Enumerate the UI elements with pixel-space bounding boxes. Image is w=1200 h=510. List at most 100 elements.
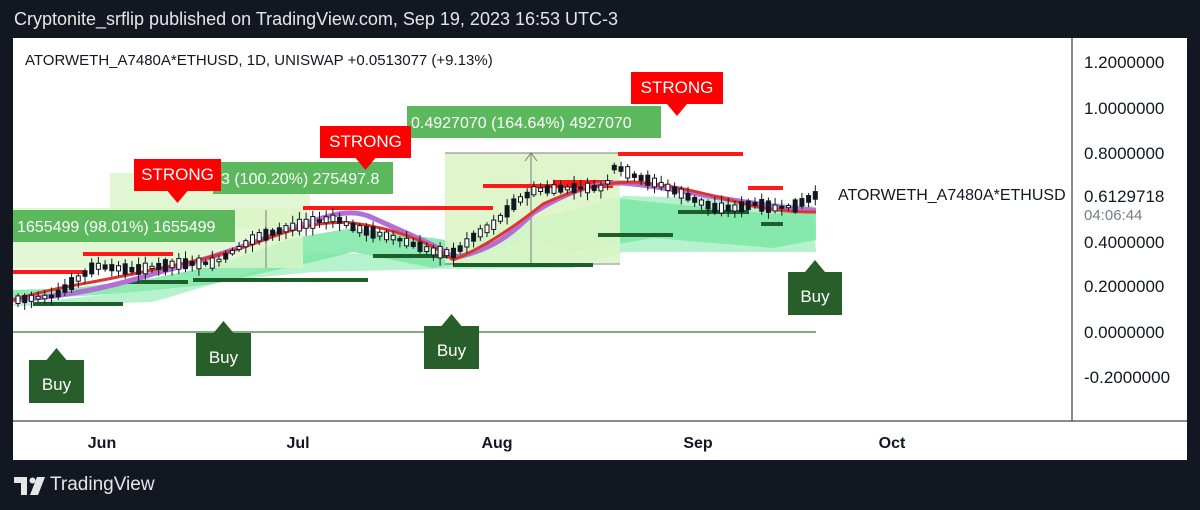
candle: [712, 202, 718, 213]
candle: [625, 166, 631, 179]
candle: [538, 187, 544, 193]
candle: [223, 253, 229, 260]
time-axis: Jun Jul Aug Sep Oct: [88, 435, 906, 452]
candle: [605, 180, 611, 185]
candle: [109, 264, 115, 272]
symbol-label: ATORWETH_A7480A*ETHUSD: [838, 187, 1066, 204]
candle: [692, 196, 698, 203]
candle: [765, 200, 771, 213]
price-tick-label: -0.2000000: [1084, 368, 1170, 387]
candle: [162, 259, 168, 272]
candle: [49, 294, 54, 299]
candle: [350, 222, 356, 232]
candle: [564, 186, 570, 191]
candle: [672, 186, 678, 195]
candle: [652, 177, 657, 188]
candle: [149, 265, 155, 270]
candle: [250, 234, 255, 245]
candle: [42, 294, 48, 300]
candle: [417, 241, 423, 252]
candle: [457, 245, 463, 252]
measure-arrow: [524, 152, 538, 162]
candle: [786, 205, 791, 209]
candle: [618, 166, 624, 172]
candle: [698, 199, 704, 206]
price-tick-label: 0.2000000: [1084, 277, 1164, 296]
candle: [337, 216, 343, 224]
candle: [792, 199, 798, 213]
measure-label: [407, 106, 661, 138]
candle: [558, 184, 564, 193]
candle: [296, 218, 302, 232]
candle: [330, 214, 336, 223]
candle: [658, 181, 664, 188]
candle: [323, 216, 329, 224]
strong-signal-text: STRONG: [641, 78, 714, 97]
candle: [129, 267, 135, 273]
candle: [95, 262, 101, 270]
candle: [518, 196, 523, 203]
level-layer: [13, 152, 816, 333]
candle: [357, 225, 363, 234]
candle: [62, 284, 68, 293]
candle: [243, 240, 249, 248]
candle: [69, 277, 75, 290]
candle: [169, 260, 175, 269]
buy-signal: [424, 314, 479, 369]
candle: [497, 214, 503, 222]
candle: [276, 227, 282, 235]
candle: [451, 247, 456, 259]
footer-brand: TradingView: [50, 474, 155, 495]
candle: [263, 228, 269, 241]
candle: [283, 225, 289, 233]
buy-signal: [29, 348, 84, 403]
strong-signal-text: STRONG: [329, 132, 402, 151]
strong-signal: [134, 159, 221, 203]
buy-signal: [788, 260, 842, 315]
candle: [732, 204, 738, 212]
candle: [15, 295, 21, 305]
candle: [410, 241, 416, 248]
candle: [82, 270, 88, 277]
candle: [591, 184, 597, 192]
candle: [183, 258, 188, 270]
candle: [209, 257, 215, 269]
candle: [136, 264, 142, 275]
candle: [28, 294, 34, 302]
candle: [102, 264, 108, 270]
candle: [229, 249, 235, 255]
candle: [310, 215, 316, 229]
candle: [270, 229, 276, 236]
price-axis: 1.2000000 1.0000000 0.8000000 0.4000000 0.20…: [1084, 53, 1170, 387]
candle: [685, 192, 691, 201]
measure-label-text: 3 (100.20%) 275497.8: [221, 171, 379, 188]
buy-signal: [196, 321, 251, 376]
candle: [812, 191, 818, 200]
tradingview-logo-icon: [14, 477, 45, 495]
candle: [75, 275, 81, 282]
candle: [719, 202, 724, 214]
candle: [678, 188, 684, 199]
candle: [303, 218, 309, 229]
candle: [471, 232, 477, 242]
candle: [511, 198, 517, 211]
buy-signal-text: Buy: [800, 287, 830, 306]
candle: [484, 224, 490, 234]
price-tick-label: 0.0000000: [1084, 323, 1164, 342]
chart-area[interactable]: 1655499 (98.01%) 1655499 3 (100.20%) 2754…: [13, 38, 1187, 460]
candle: [404, 237, 410, 247]
candle: [806, 195, 812, 203]
measure-label-text: 1655499 (98.01%) 1655499: [17, 219, 215, 236]
candle: [779, 205, 785, 209]
candle: [437, 246, 443, 259]
candle: [256, 232, 262, 242]
time-tick-label: Aug: [481, 435, 512, 452]
candle: [571, 183, 577, 193]
measure-label: [13, 210, 235, 242]
time-tick-label: Jul: [286, 435, 309, 452]
price-chart[interactable]: 1655499 (98.01%) 1655499 3 (100.20%) 2754…: [13, 38, 1187, 460]
strong-signal: [631, 72, 723, 116]
buy-signal-text: Buy: [437, 341, 467, 360]
candle: [524, 191, 530, 199]
candle: [122, 263, 128, 275]
